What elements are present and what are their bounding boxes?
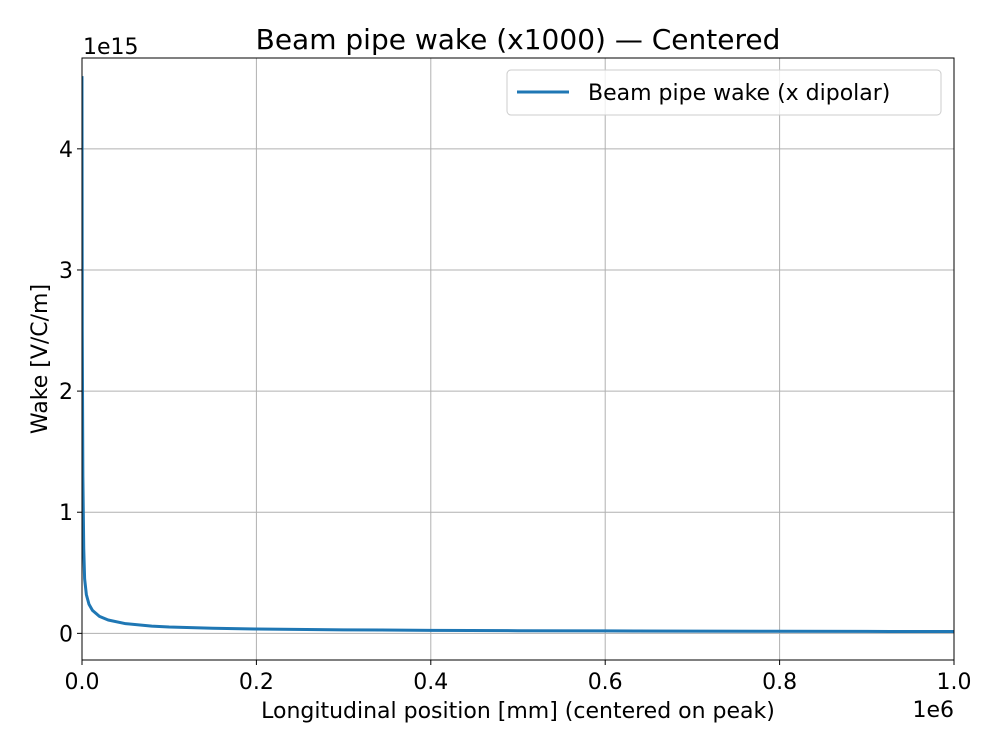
y-tick-label: 3: [59, 259, 73, 284]
x-tick-label: 1.0: [937, 670, 972, 695]
x-axis-offset-text: 1e6: [912, 698, 954, 723]
plot-series: [82, 76, 954, 634]
y-tick-label: 1: [59, 501, 73, 526]
x-tick-label: 0.2: [239, 670, 274, 695]
x-tick-label: 0.8: [762, 670, 797, 695]
legend: Beam pipe wake (x dipolar): [506, 69, 942, 116]
x-axis-label: Longitudinal position [mm] (centered on …: [261, 699, 775, 724]
y-axis-ticks: 0 1 2 3 4: [59, 138, 82, 647]
y-tick-label: 0: [59, 622, 73, 647]
series-line: [82, 76, 954, 634]
chart-title: Beam pipe wake (x1000) — Centered: [256, 23, 781, 56]
grid: [81, 58, 955, 660]
x-tick-label: 0.4: [413, 670, 448, 695]
y-tick-label: 2: [59, 380, 73, 405]
x-axis-ticks: 0.0 0.2 0.4 0.6 0.8 1.0: [65, 660, 972, 695]
y-axis-label: Wake [V/C/m]: [28, 284, 53, 434]
plot-area-frame: [81, 57, 955, 661]
y-tick-label: 4: [59, 138, 73, 163]
y-axis-offset-text: 1e15: [83, 35, 139, 60]
legend-box: [506, 69, 942, 116]
x-tick-label: 0.6: [588, 670, 623, 695]
legend-entry-label: Beam pipe wake (x dipolar): [588, 81, 890, 106]
x-tick-label: 0.0: [65, 670, 100, 695]
